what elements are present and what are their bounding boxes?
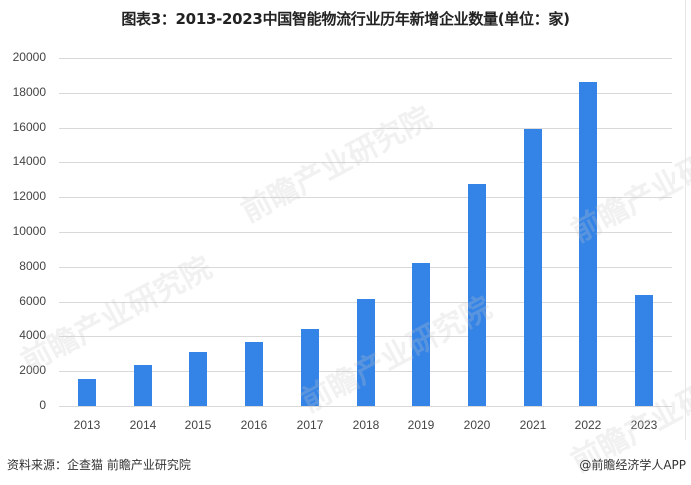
bar-2017 xyxy=(301,329,319,406)
y-tick-label: 0 xyxy=(39,398,46,412)
x-tick-label: 2020 xyxy=(463,418,491,432)
bar-2013 xyxy=(78,379,96,406)
y-tick-label: 18000 xyxy=(12,85,46,99)
bar-2021 xyxy=(524,129,542,406)
gridline xyxy=(59,162,672,163)
x-tick-label: 2023 xyxy=(630,418,658,432)
y-tick-label: 20000 xyxy=(12,50,46,64)
bar-2015 xyxy=(189,352,207,406)
bar-2016 xyxy=(245,342,263,406)
gridline xyxy=(59,128,672,129)
gridline xyxy=(59,267,672,268)
bar-2020 xyxy=(468,184,486,406)
gridline xyxy=(59,93,672,94)
y-tick-label: 14000 xyxy=(12,154,46,168)
y-tick-label: 10000 xyxy=(12,224,46,238)
y-tick-label: 4000 xyxy=(19,328,46,342)
credit-note: @前瞻经济学人APP xyxy=(579,458,686,472)
chart-border xyxy=(685,0,686,440)
gridline xyxy=(59,406,672,407)
x-tick-label: 2022 xyxy=(574,418,602,432)
bar-2022 xyxy=(579,82,597,406)
bar-2023 xyxy=(635,295,653,406)
y-tick-label: 6000 xyxy=(19,294,46,308)
chart-title: 图表3：2013-2023中国智能物流行业历年新增企业数量(单位：家) xyxy=(121,10,570,28)
x-tick-label: 2018 xyxy=(352,418,380,432)
gridline xyxy=(59,197,672,198)
y-tick-label: 12000 xyxy=(12,189,46,203)
gridline xyxy=(59,232,672,233)
bar-2019 xyxy=(412,263,430,406)
gridline xyxy=(59,58,672,59)
x-tick-label: 2019 xyxy=(407,418,435,432)
x-tick-label: 2017 xyxy=(296,418,324,432)
y-tick-label: 16000 xyxy=(12,120,46,134)
bar-2018 xyxy=(357,299,375,406)
x-tick-label: 2016 xyxy=(240,418,268,432)
x-tick-label: 2021 xyxy=(519,418,547,432)
x-tick-label: 2013 xyxy=(73,418,101,432)
x-tick-label: 2014 xyxy=(129,418,157,432)
bar-2014 xyxy=(134,365,152,406)
y-tick-label: 2000 xyxy=(19,363,46,377)
y-tick-label: 8000 xyxy=(19,259,46,273)
x-tick-label: 2015 xyxy=(184,418,212,432)
source-note: 资料来源：企查猫 前瞻产业研究院 xyxy=(7,458,191,472)
